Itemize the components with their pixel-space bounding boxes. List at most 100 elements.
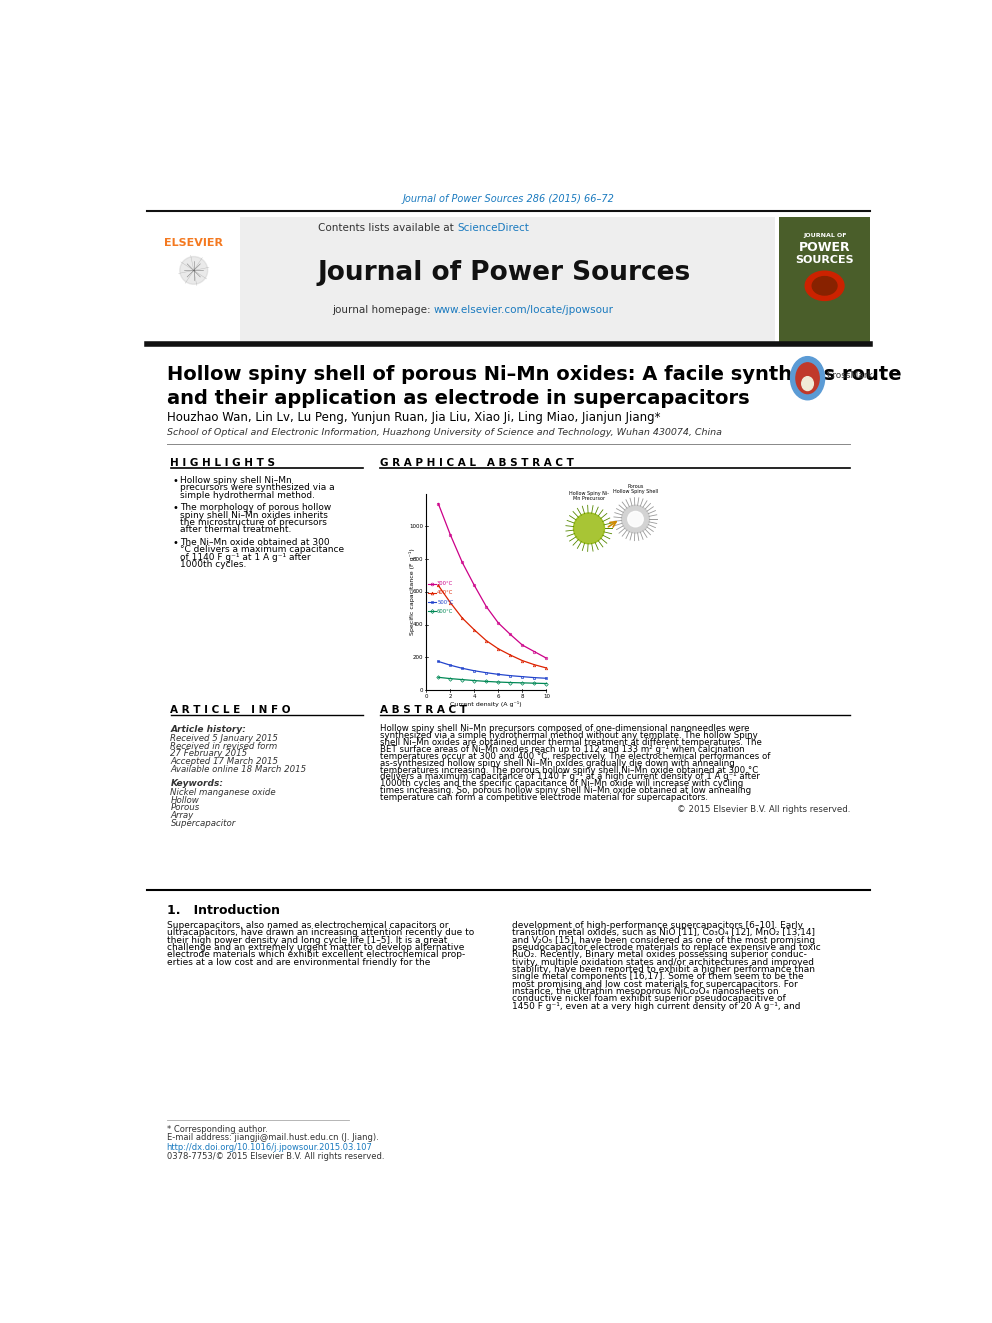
FancyBboxPatch shape [240,217,775,343]
Text: Journal of Power Sources: Journal of Power Sources [317,259,690,286]
Text: most promising and low cost materials for supercapacitors. For: most promising and low cost materials fo… [512,979,798,988]
Text: 600°C: 600°C [437,609,453,614]
Text: Received 5 January 2015: Received 5 January 2015 [171,734,279,744]
Circle shape [622,505,650,533]
Text: temperature can form a competitive electrode material for supercapacitors.: temperature can form a competitive elect… [380,794,707,802]
Text: 1000: 1000 [409,524,424,529]
Text: pseudocapacitor electrode materials to replace expensive and toxic: pseudocapacitor electrode materials to r… [512,943,820,953]
Text: Accepted 17 March 2015: Accepted 17 March 2015 [171,757,279,766]
Text: stability, have been reported to exhibit a higher performance than: stability, have been reported to exhibit… [512,964,814,974]
Text: instance, the ultrathin mesoporous NiCo₂O₄ nanosheets on: instance, the ultrathin mesoporous NiCo₂… [512,987,778,996]
Text: 600: 600 [413,589,424,594]
Text: Available online 18 March 2015: Available online 18 March 2015 [171,765,307,774]
Text: 8: 8 [521,693,524,699]
Text: of 1140 F g⁻¹ at 1 A g⁻¹ after: of 1140 F g⁻¹ at 1 A g⁻¹ after [180,553,310,562]
Text: 200: 200 [413,655,424,660]
Text: simple hydrothermal method.: simple hydrothermal method. [180,491,314,500]
Text: 1.   Introduction: 1. Introduction [167,904,280,917]
Text: www.elsevier.com/locate/jpowsour: www.elsevier.com/locate/jpowsour [434,304,614,315]
Text: H I G H L I G H T S: H I G H L I G H T S [171,458,276,467]
Text: 1000th cycles and the specific capacitance of Ni–Mn oxide will increase with cyc: 1000th cycles and the specific capacitan… [380,779,743,789]
Ellipse shape [812,277,837,295]
Circle shape [628,512,643,527]
Text: Specific capacitance (F g⁻¹): Specific capacitance (F g⁻¹) [410,549,416,635]
Text: * Corresponding author.: * Corresponding author. [167,1125,268,1134]
Text: RuO₂. Recently, Binary metal oxides possessing superior conduc-: RuO₂. Recently, Binary metal oxides poss… [512,950,806,959]
Text: Article history:: Article history: [171,725,246,734]
Ellipse shape [791,357,824,400]
Ellipse shape [796,363,819,394]
Text: 0378-7753/© 2015 Elsevier B.V. All rights reserved.: 0378-7753/© 2015 Elsevier B.V. All right… [167,1152,384,1162]
Text: A R T I C L E   I N F O: A R T I C L E I N F O [171,705,291,716]
Text: Hollow: Hollow [171,795,199,804]
Text: The Ni–Mn oxide obtained at 300: The Ni–Mn oxide obtained at 300 [180,538,329,546]
Text: after thermal treatment.: after thermal treatment. [180,525,292,534]
Text: 400: 400 [413,622,424,627]
Text: 10: 10 [543,693,550,699]
Text: Array: Array [171,811,193,820]
Text: •: • [173,503,179,513]
Text: 1450 F g⁻¹, even at a very high current density of 20 A g⁻¹, and: 1450 F g⁻¹, even at a very high current … [512,1002,800,1011]
Text: •: • [173,476,179,486]
Text: Journal of Power Sources 286 (2015) 66–72: Journal of Power Sources 286 (2015) 66–7… [403,193,614,204]
Text: BET surface areas of Ni–Mn oxides reach up to 112 and 133 m² g⁻¹ when calcinatio: BET surface areas of Ni–Mn oxides reach … [380,745,744,754]
Text: development of high-performance supercapacitors [6–10]. Early: development of high-performance supercap… [512,921,803,930]
Text: synthesized via a simple hydrothermal method without any template. The hollow Sp: synthesized via a simple hydrothermal me… [380,730,758,740]
Text: challenge and an extremely urgent matter to develop alternative: challenge and an extremely urgent matter… [167,943,464,953]
Text: temperatures occur at 300 and 400 °C, respectively. The electrochemical performa: temperatures occur at 300 and 400 °C, re… [380,751,770,761]
Text: temperatures increasing. The porous hollow spiny shell Ni–Mn oxide obtained at 3: temperatures increasing. The porous holl… [380,766,758,774]
Text: http://dx.doi.org/10.1016/j.jpowsour.2015.03.107: http://dx.doi.org/10.1016/j.jpowsour.201… [167,1143,373,1152]
Text: JOURNAL OF: JOURNAL OF [803,233,846,238]
Text: the microstructure of precursors: the microstructure of precursors [180,519,326,527]
Text: transition metal oxides, such as NiO [11], Co₃O₄ [12], MnO₂ [13,14]: transition metal oxides, such as NiO [11… [512,929,814,938]
Text: 4: 4 [472,693,476,699]
FancyBboxPatch shape [147,217,240,343]
Text: Hollow spiny shell Ni–Mn: Hollow spiny shell Ni–Mn [180,476,292,486]
Text: ELSEVIER: ELSEVIER [165,238,223,249]
Text: Porous
Hollow Spiny Shell: Porous Hollow Spiny Shell [613,484,658,495]
Text: conductive nickel foam exhibit superior pseudocapacitive of: conductive nickel foam exhibit superior … [512,994,786,1003]
Text: spiny shell Ni–Mn oxides inherits: spiny shell Ni–Mn oxides inherits [180,511,327,520]
Text: Contents lists available at: Contents lists available at [318,224,457,233]
Text: © 2015 Elsevier B.V. All rights reserved.: © 2015 Elsevier B.V. All rights reserved… [677,804,850,814]
Text: Received in revised form: Received in revised form [171,742,278,750]
Text: School of Optical and Electronic Information, Huazhong University of Science and: School of Optical and Electronic Informa… [167,429,721,438]
Ellipse shape [802,377,813,390]
Text: ultracapacitors, have drawn an increasing attention recently due to: ultracapacitors, have drawn an increasin… [167,929,474,938]
Text: shell Ni–Mn oxides are obtained under thermal treatment at different temperature: shell Ni–Mn oxides are obtained under th… [380,738,762,746]
Text: E-mail address: jiangji@mail.hust.edu.cn (J. Jiang).: E-mail address: jiangji@mail.hust.edu.cn… [167,1132,378,1142]
Text: 0: 0 [420,688,424,692]
Text: 500°C: 500°C [437,599,453,605]
Text: delivers a maximum capacitance of 1140 F g⁻¹ at a high current density of 1 A g⁻: delivers a maximum capacitance of 1140 F… [380,773,760,782]
Text: Supercapacitor: Supercapacitor [171,819,236,828]
Text: times increasing. So, porous hollow spiny shell Ni–Mn oxide obtained at low anne: times increasing. So, porous hollow spin… [380,786,751,795]
Text: 6: 6 [497,693,500,699]
Text: CrossMark: CrossMark [826,372,873,381]
Text: °C delivers a maximum capacitance: °C delivers a maximum capacitance [180,545,344,554]
Text: Hollow spiny shell Ni–Mn precursors composed of one-dimensional nanoneedles were: Hollow spiny shell Ni–Mn precursors comp… [380,724,749,733]
Text: G R A P H I C A L   A B S T R A C T: G R A P H I C A L A B S T R A C T [380,458,573,467]
Ellipse shape [806,271,844,300]
Text: •: • [173,538,179,548]
Text: 800: 800 [413,557,424,562]
Text: and V₂O₅ [15], have been considered as one of the most promising: and V₂O₅ [15], have been considered as o… [512,935,814,945]
Text: SOURCES: SOURCES [796,255,854,266]
Text: as-synthesized hollow spiny shell Ni–Mn oxides gradually die down with annealing: as-synthesized hollow spiny shell Ni–Mn … [380,758,734,767]
Text: 1000th cycles.: 1000th cycles. [180,560,246,569]
Text: single metal components [16,17]. Some of them seem to be the: single metal components [16,17]. Some of… [512,972,804,982]
Text: 400°C: 400°C [437,590,453,595]
Text: Hollow Spiny Ni-
Mn Precursor: Hollow Spiny Ni- Mn Precursor [569,491,609,501]
Text: Porous: Porous [171,803,199,812]
Text: ScienceDirect: ScienceDirect [457,224,529,233]
Text: their high power density and long cycle life [1–5]. It is a great: their high power density and long cycle … [167,935,447,945]
Text: 300°C: 300°C [437,581,453,586]
Text: electrode materials which exhibit excellent electrochemical prop-: electrode materials which exhibit excell… [167,950,465,959]
Text: Nickel manganese oxide: Nickel manganese oxide [171,789,276,796]
Text: The morphology of porous hollow: The morphology of porous hollow [180,503,331,512]
Text: Hollow spiny shell of porous Ni–Mn oxides: A facile synthesis route
and their ap: Hollow spiny shell of porous Ni–Mn oxide… [167,365,902,409]
Text: tivity, multiple oxidation states and/or architectures and improved: tivity, multiple oxidation states and/or… [512,958,813,967]
Text: Keywords:: Keywords: [171,779,223,787]
Text: 27 February 2015: 27 February 2015 [171,749,248,758]
Text: Houzhao Wan, Lin Lv, Lu Peng, Yunjun Ruan, Jia Liu, Xiao Ji, Ling Miao, Jianjun : Houzhao Wan, Lin Lv, Lu Peng, Yunjun Rua… [167,411,660,425]
Text: 0: 0 [425,693,428,699]
